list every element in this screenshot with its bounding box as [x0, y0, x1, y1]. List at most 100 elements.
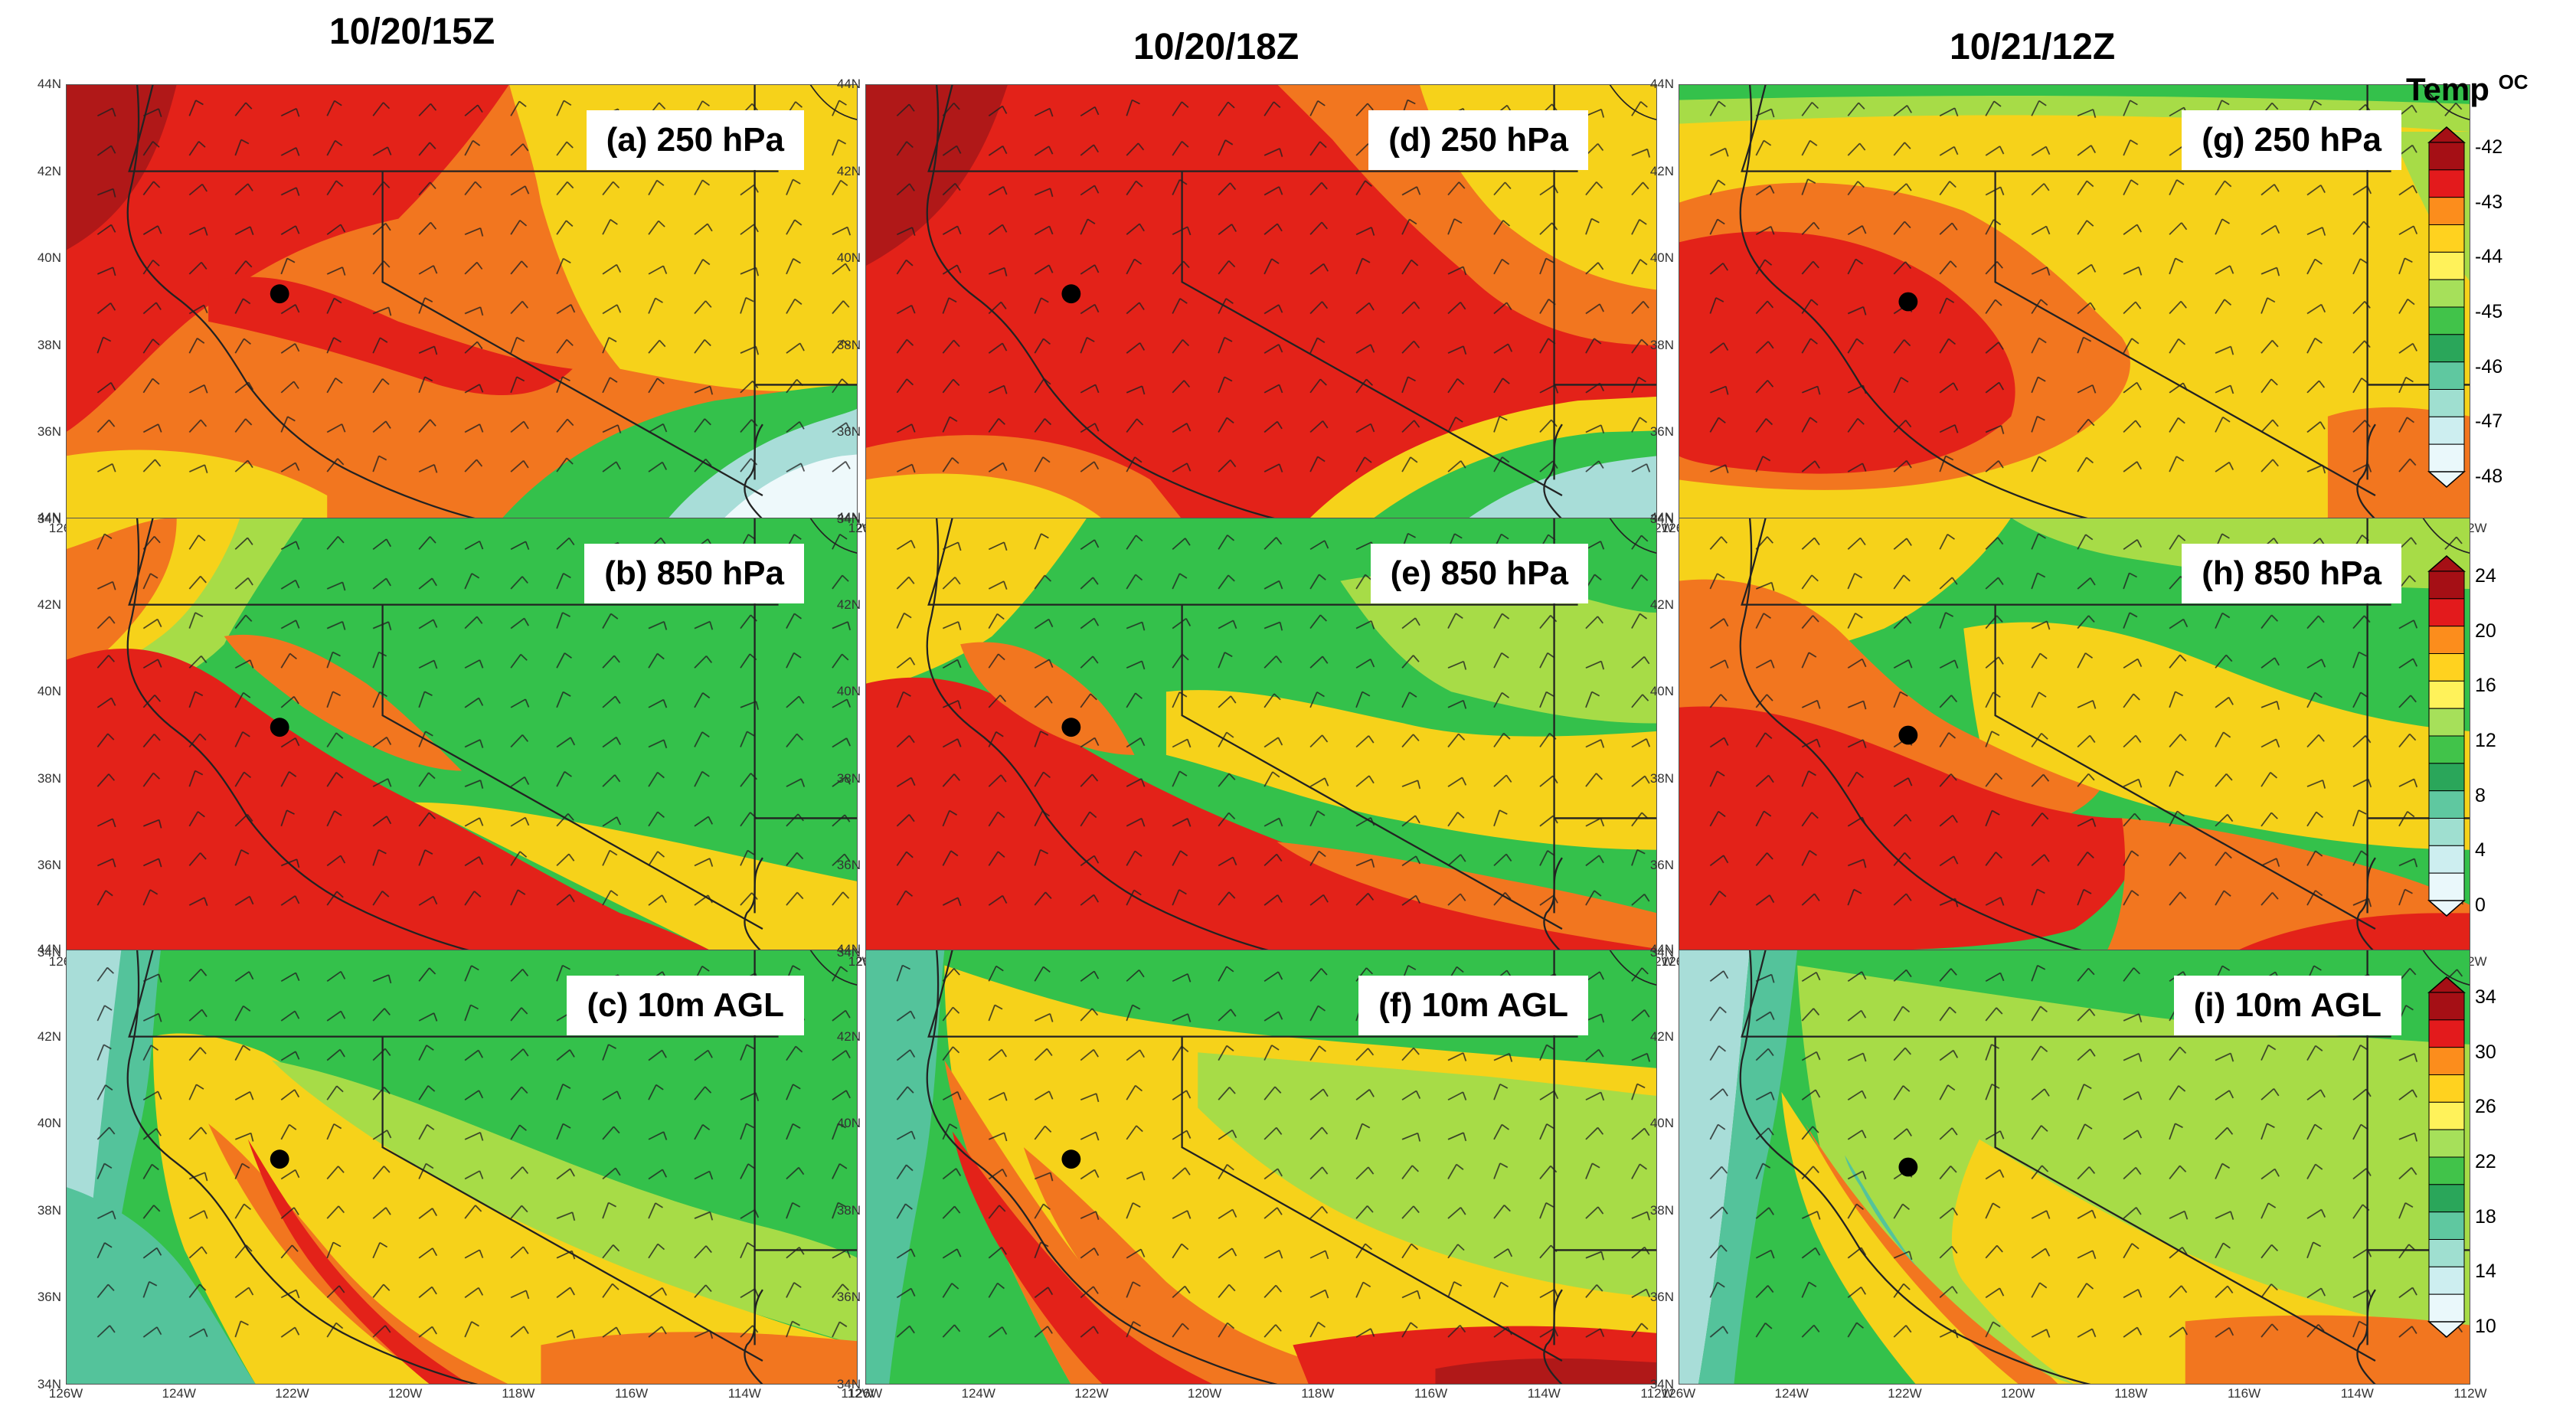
lat-tick-label: 40N	[37, 250, 61, 266]
colorbar-tick-label: -48	[2475, 466, 2503, 487]
site-marker	[1898, 292, 1918, 312]
lon-tick-label: 114W	[2340, 1386, 2374, 1401]
lon-tick-label: 114W	[1527, 1386, 1561, 1401]
colorbar-tick-label: 26	[2475, 1096, 2496, 1118]
lat-tick-label: 40N	[836, 684, 861, 699]
lat-tick-label: 36N	[1649, 858, 1674, 873]
lon-tick-label: 118W	[2114, 1386, 2148, 1401]
lat-tick-label: 40N	[37, 1116, 61, 1131]
panel-label-g: (g) 250 hPa	[2182, 110, 2401, 170]
lat-tick-label: 34N	[836, 945, 861, 960]
colorbar-tick-label: 20	[2475, 620, 2496, 642]
lat-tick-label: 44N	[836, 942, 861, 956]
lat-tick-label: 40N	[1649, 1116, 1674, 1131]
colorbar-tick-label: -47	[2475, 410, 2503, 433]
lat-tick-label: 36N	[1649, 424, 1674, 440]
colorbar-tick-label: 4	[2475, 839, 2486, 862]
lat-tick-label: 36N	[37, 1290, 61, 1305]
temperature-field-region	[2185, 1315, 2470, 1385]
lat-tick-label: 36N	[37, 858, 61, 873]
lat-tick-label: 42N	[37, 1028, 61, 1044]
column-title-2: 10/20/18Z	[1133, 27, 1299, 67]
lon-tick-label: 120W	[1187, 1386, 1222, 1401]
lon-tick-label: 118W	[1301, 1386, 1335, 1401]
lon-tick-label: 124W	[1774, 1386, 1809, 1401]
lon-tick-label: 122W	[275, 1386, 309, 1401]
site-marker	[1898, 1157, 1918, 1177]
lat-tick-label: 42N	[1649, 597, 1674, 612]
temperature-field-region	[723, 454, 858, 519]
temperature-field-region	[1277, 842, 1657, 949]
lat-tick-label: 42N	[1649, 1028, 1674, 1044]
lon-tick-label: 126W	[48, 1386, 83, 1401]
lat-tick-label: 38N	[37, 337, 61, 352]
temperature-field-region	[1679, 706, 2135, 953]
wind-barbs	[96, 964, 852, 1339]
lon-tick-label: 122W	[1888, 1386, 1922, 1401]
colorbar-title-text: Temp	[2406, 71, 2489, 107]
colorbar-tick-label: -46	[2475, 355, 2503, 378]
colorbar-tick-label: 24	[2475, 565, 2496, 587]
temperature-field-region	[1466, 456, 1657, 519]
lon-tick-label: 120W	[387, 1386, 423, 1401]
lat-tick-label: 44N	[37, 942, 61, 956]
map-panel-b: (b) 850 hPa	[66, 518, 858, 953]
temperature-field-region	[1340, 574, 1657, 724]
temperature-field-region	[66, 450, 328, 519]
lat-tick-label: 34N	[37, 945, 61, 960]
colorbar-unit: OC	[2498, 70, 2529, 93]
panel-label-d: (d) 250 hPa	[1368, 110, 1588, 170]
temperature-field-region	[541, 1332, 858, 1385]
map-panel-i: (i) 10m AGL	[1679, 950, 2470, 1385]
lon-tick-label: 120W	[2000, 1386, 2035, 1401]
temperature-map	[865, 950, 1657, 1385]
colorbar-tick-label: -45	[2475, 301, 2503, 322]
lon-tick-label: 112W	[2453, 1386, 2487, 1401]
wind-barbs	[896, 532, 1651, 907]
panel-label-c: (c) 10m AGL	[567, 976, 804, 1035]
lon-tick-label: 124W	[162, 1386, 196, 1401]
map-panel-a: (a) 250 hPa	[66, 84, 858, 519]
temperature-field-region	[2232, 913, 2470, 953]
site-marker	[1898, 725, 1918, 745]
temperature-map	[1679, 518, 2470, 953]
lat-tick-label: 38N	[1649, 337, 1674, 352]
temperature-field-region	[1023, 1147, 1420, 1385]
map-panel-h: (h) 850 hPa	[1679, 518, 2470, 953]
temperature-field-region	[952, 1131, 1214, 1385]
lat-tick-label: 34N	[836, 512, 861, 526]
temperature-field-region	[865, 677, 1657, 953]
colorbar-tick-label: 18	[2475, 1205, 2496, 1228]
temperature-map	[66, 518, 858, 953]
colorbar-2	[2427, 555, 2466, 917]
temperature-field-region	[1679, 231, 2015, 474]
lat-tick-label: 34N	[1649, 1377, 1674, 1391]
colorbar-tick-label: -42	[2475, 136, 2503, 158]
map-panel-d: (d) 250 hPa	[865, 84, 1657, 519]
panel-label-f: (f) 10m AGL	[1358, 976, 1588, 1035]
lat-tick-label: 38N	[836, 770, 861, 786]
lat-tick-label: 36N	[1649, 1290, 1674, 1305]
lat-tick-label: 36N	[836, 1290, 861, 1305]
lat-tick-label: 38N	[1649, 770, 1674, 786]
temperature-field-region	[1198, 1052, 1657, 1298]
column-title-1: 10/20/15Z	[329, 11, 495, 52]
lon-tick-label: 114W	[727, 1386, 761, 1401]
lat-tick-label: 42N	[37, 597, 61, 612]
temperature-field-region	[66, 518, 177, 676]
map-panel-f: (f) 10m AGL	[865, 950, 1657, 1385]
lat-tick-label: 38N	[836, 337, 861, 352]
colorbar-tick-label: 34	[2475, 986, 2496, 1008]
lat-tick-label: 38N	[37, 770, 61, 786]
lat-tick-label: 38N	[37, 1202, 61, 1218]
lon-tick-label: 116W	[2227, 1386, 2261, 1401]
lat-tick-label: 40N	[1649, 250, 1674, 266]
colorbar-tick-label: 10	[2475, 1316, 2496, 1337]
wind-barbs	[896, 99, 1651, 473]
lat-tick-label: 44N	[37, 510, 61, 525]
temperature-field-region	[224, 634, 462, 771]
lat-tick-label: 38N	[836, 1202, 861, 1218]
colorbar-title: Temp OC	[2406, 70, 2529, 108]
temperature-field-region	[66, 648, 715, 953]
temperature-map	[1679, 950, 2470, 1385]
